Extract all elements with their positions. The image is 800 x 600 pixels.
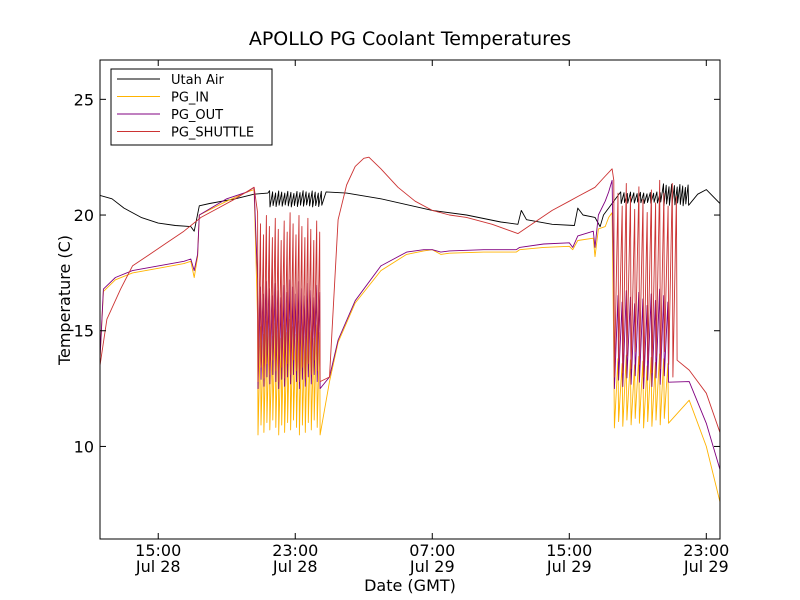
chart-title: APOLLO PG Coolant Temperatures: [249, 28, 571, 50]
x-tick-label-date: Jul 29: [546, 557, 592, 576]
plot-frame: [99, 59, 721, 540]
x-tick-label-time: 15:00: [135, 541, 181, 560]
legend-label: PG_SHUTTLE: [171, 126, 254, 141]
series-layer: [100, 156, 720, 503]
x-tick-label-date: Jul 28: [135, 557, 181, 576]
x-tick-label-time: 15:00: [546, 541, 592, 560]
x-tick-label-time: 23:00: [272, 541, 318, 560]
y-tick-label: 15: [74, 322, 94, 341]
y-tick-label: 25: [74, 90, 94, 109]
x-tick-label-date: Jul 29: [683, 557, 729, 576]
y-axis-title: Temperature (C): [55, 235, 74, 366]
x-axis-title: Date (GMT): [364, 576, 456, 595]
series-line-pg-in: [100, 189, 720, 503]
x-tick-label-date: Jul 28: [272, 557, 318, 576]
legend-box: [110, 68, 273, 146]
legend-label: PG_OUT: [171, 108, 223, 123]
y-tick-label: 20: [74, 206, 94, 225]
legend: Utah Air PG_IN PG_OUT PG_SHUTTLE: [110, 68, 273, 146]
series-line-pg-shuttle: [100, 156, 720, 433]
legend-label: PG_IN: [171, 91, 209, 106]
legend-label: Utah Air: [171, 73, 224, 88]
x-tick-label-time: 23:00: [683, 541, 729, 560]
series-line-utah-air: [100, 183, 720, 232]
x-tick-label-date: Jul 29: [409, 557, 455, 576]
y-axis: 10 15 20 25: [74, 90, 720, 456]
y-tick-label: 10: [74, 437, 94, 456]
x-tick-label-time: 07:00: [409, 541, 455, 560]
